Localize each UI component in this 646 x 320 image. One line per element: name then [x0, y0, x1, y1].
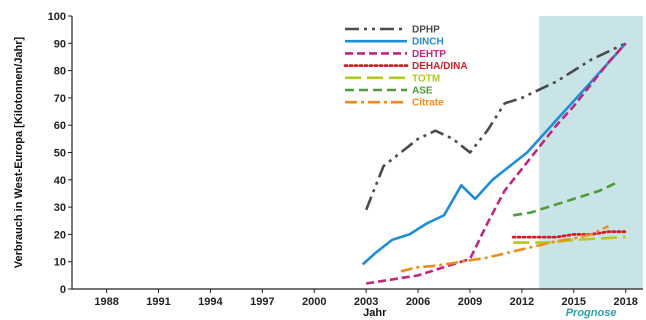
- y-tick-label: 70: [54, 93, 66, 105]
- series-line-dphp: [364, 42, 627, 211]
- y-tick-label: 40: [54, 175, 66, 187]
- x-tick-label: 1997: [250, 296, 274, 308]
- y-tick-label: 60: [54, 120, 66, 132]
- legend-label-dinch: DINCH: [412, 37, 444, 48]
- x-axis-title: Jahr: [363, 307, 387, 319]
- forecast-region: [539, 16, 643, 289]
- series-line-ase: [512, 181, 618, 217]
- forecast-label: Prognose: [566, 307, 617, 319]
- y-tick-label: 80: [54, 66, 66, 78]
- y-tick-label: 100: [48, 11, 66, 23]
- x-tick-label: 2018: [613, 296, 637, 308]
- legend-label-citrate: Citrate: [412, 98, 444, 109]
- legend-label-totm: TOTM: [412, 73, 440, 84]
- legend-label-dehtp: DEHTP: [412, 49, 446, 60]
- axes: 0 10 20 30 40 50 60 70 80 90 100 1988 1991 1994 1997 20…: [48, 11, 643, 308]
- series-line-deha-dina: [511, 230, 628, 239]
- legend-label-dphp: DPHP: [412, 25, 440, 36]
- x-tick-label: 1994: [198, 296, 223, 308]
- series-lines: [361, 42, 628, 285]
- legend-label-deha-dina: DEHA/DINA: [412, 61, 468, 72]
- x-tick-label: 2000: [302, 296, 326, 308]
- y-tick-label: 0: [60, 284, 66, 296]
- x-tick-label: 2003: [354, 296, 378, 308]
- x-tick-label: 2015: [562, 296, 586, 308]
- legend-label-ase: ASE: [412, 86, 433, 97]
- x-tick-label: 2009: [458, 296, 482, 308]
- x-tick-label: 1988: [94, 296, 118, 308]
- x-tick-label: 1991: [146, 296, 170, 308]
- y-tick-label: 90: [54, 38, 66, 50]
- y-axis-title: Verbrauch in West-Europa [Kilotonnen/Jah…: [13, 36, 25, 268]
- y-tick-label: 10: [54, 257, 66, 269]
- forecast-band: [539, 16, 643, 289]
- y-tick-label: 20: [54, 229, 66, 241]
- series-line-dinch: [361, 42, 627, 266]
- x-tick-label: 2012: [510, 296, 534, 308]
- y-tick-label: 50: [54, 148, 66, 160]
- series-line-dehtp: [365, 42, 627, 285]
- x-tick-label: 2006: [406, 296, 430, 308]
- y-tick-label: 30: [54, 202, 66, 214]
